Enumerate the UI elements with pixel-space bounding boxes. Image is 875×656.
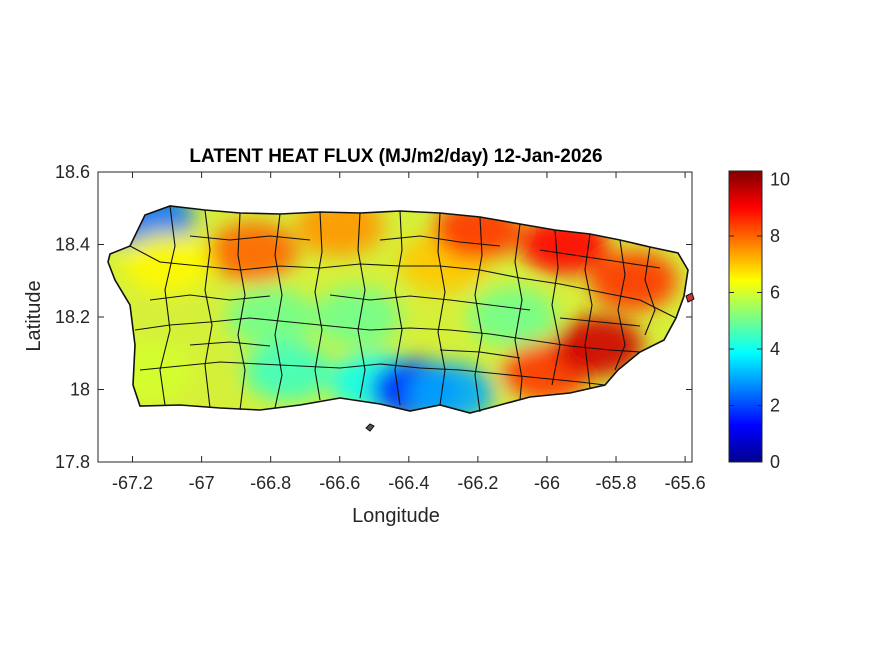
x-tick-label: -66.6 [319,473,360,493]
offshore-island [365,423,375,432]
offshore-island [685,292,695,303]
island-outline [107,205,689,414]
municipality-boundaries [129,205,677,413]
x-tick-label: -67.2 [112,473,153,493]
x-tick-label: -66.8 [250,473,291,493]
heat-cell [226,287,315,347]
chart-title: LATENT HEAT FLUX (MJ/m2/day) 12-Jan-2026 [189,146,602,167]
heat-cell [554,316,643,376]
x-tick-label: -66.4 [388,473,429,493]
y-axis-label: Latitude [23,280,45,351]
x-tick-label: -65.6 [665,473,706,493]
heat-cell [243,341,332,402]
colorbar-tick-label: 4 [770,339,780,359]
x-tick-label: -67 [189,473,215,493]
x-ticks: -67.2 -67 -66.8 -66.6 -66.4 -66.2 -66 -65.8 -65.… [112,172,706,493]
y-tick-label: 17.8 [55,452,90,472]
x-tick-label: -65.8 [596,473,637,493]
heat-cell [209,221,298,282]
y-tick-label: 18.2 [55,307,90,327]
y-tick-label: 18 [70,380,90,400]
heat-cell [589,250,678,311]
x-tick-label: -66 [534,473,560,493]
x-axis-label: Longitude [352,505,440,527]
colorbar-ticks: 0 2 4 6 8 10 [729,169,790,472]
colorbar-tick-label: 0 [770,452,780,472]
colorbar [728,170,763,463]
heat-cell [468,287,557,347]
colorbar-tick-label: 10 [770,169,790,189]
heat-cell [313,287,402,347]
colorbar-tick-label: 6 [770,282,780,302]
x-tick-label: -66.2 [457,473,498,493]
colorbar-tick-label: 8 [770,226,780,246]
y-tick-label: 18.6 [55,162,90,182]
y-ticks: 17.8 18 18.2 18.4 18.6 [55,162,692,472]
y-tick-label: 18.4 [55,235,90,255]
colorbar-tick-label: 2 [770,395,780,415]
